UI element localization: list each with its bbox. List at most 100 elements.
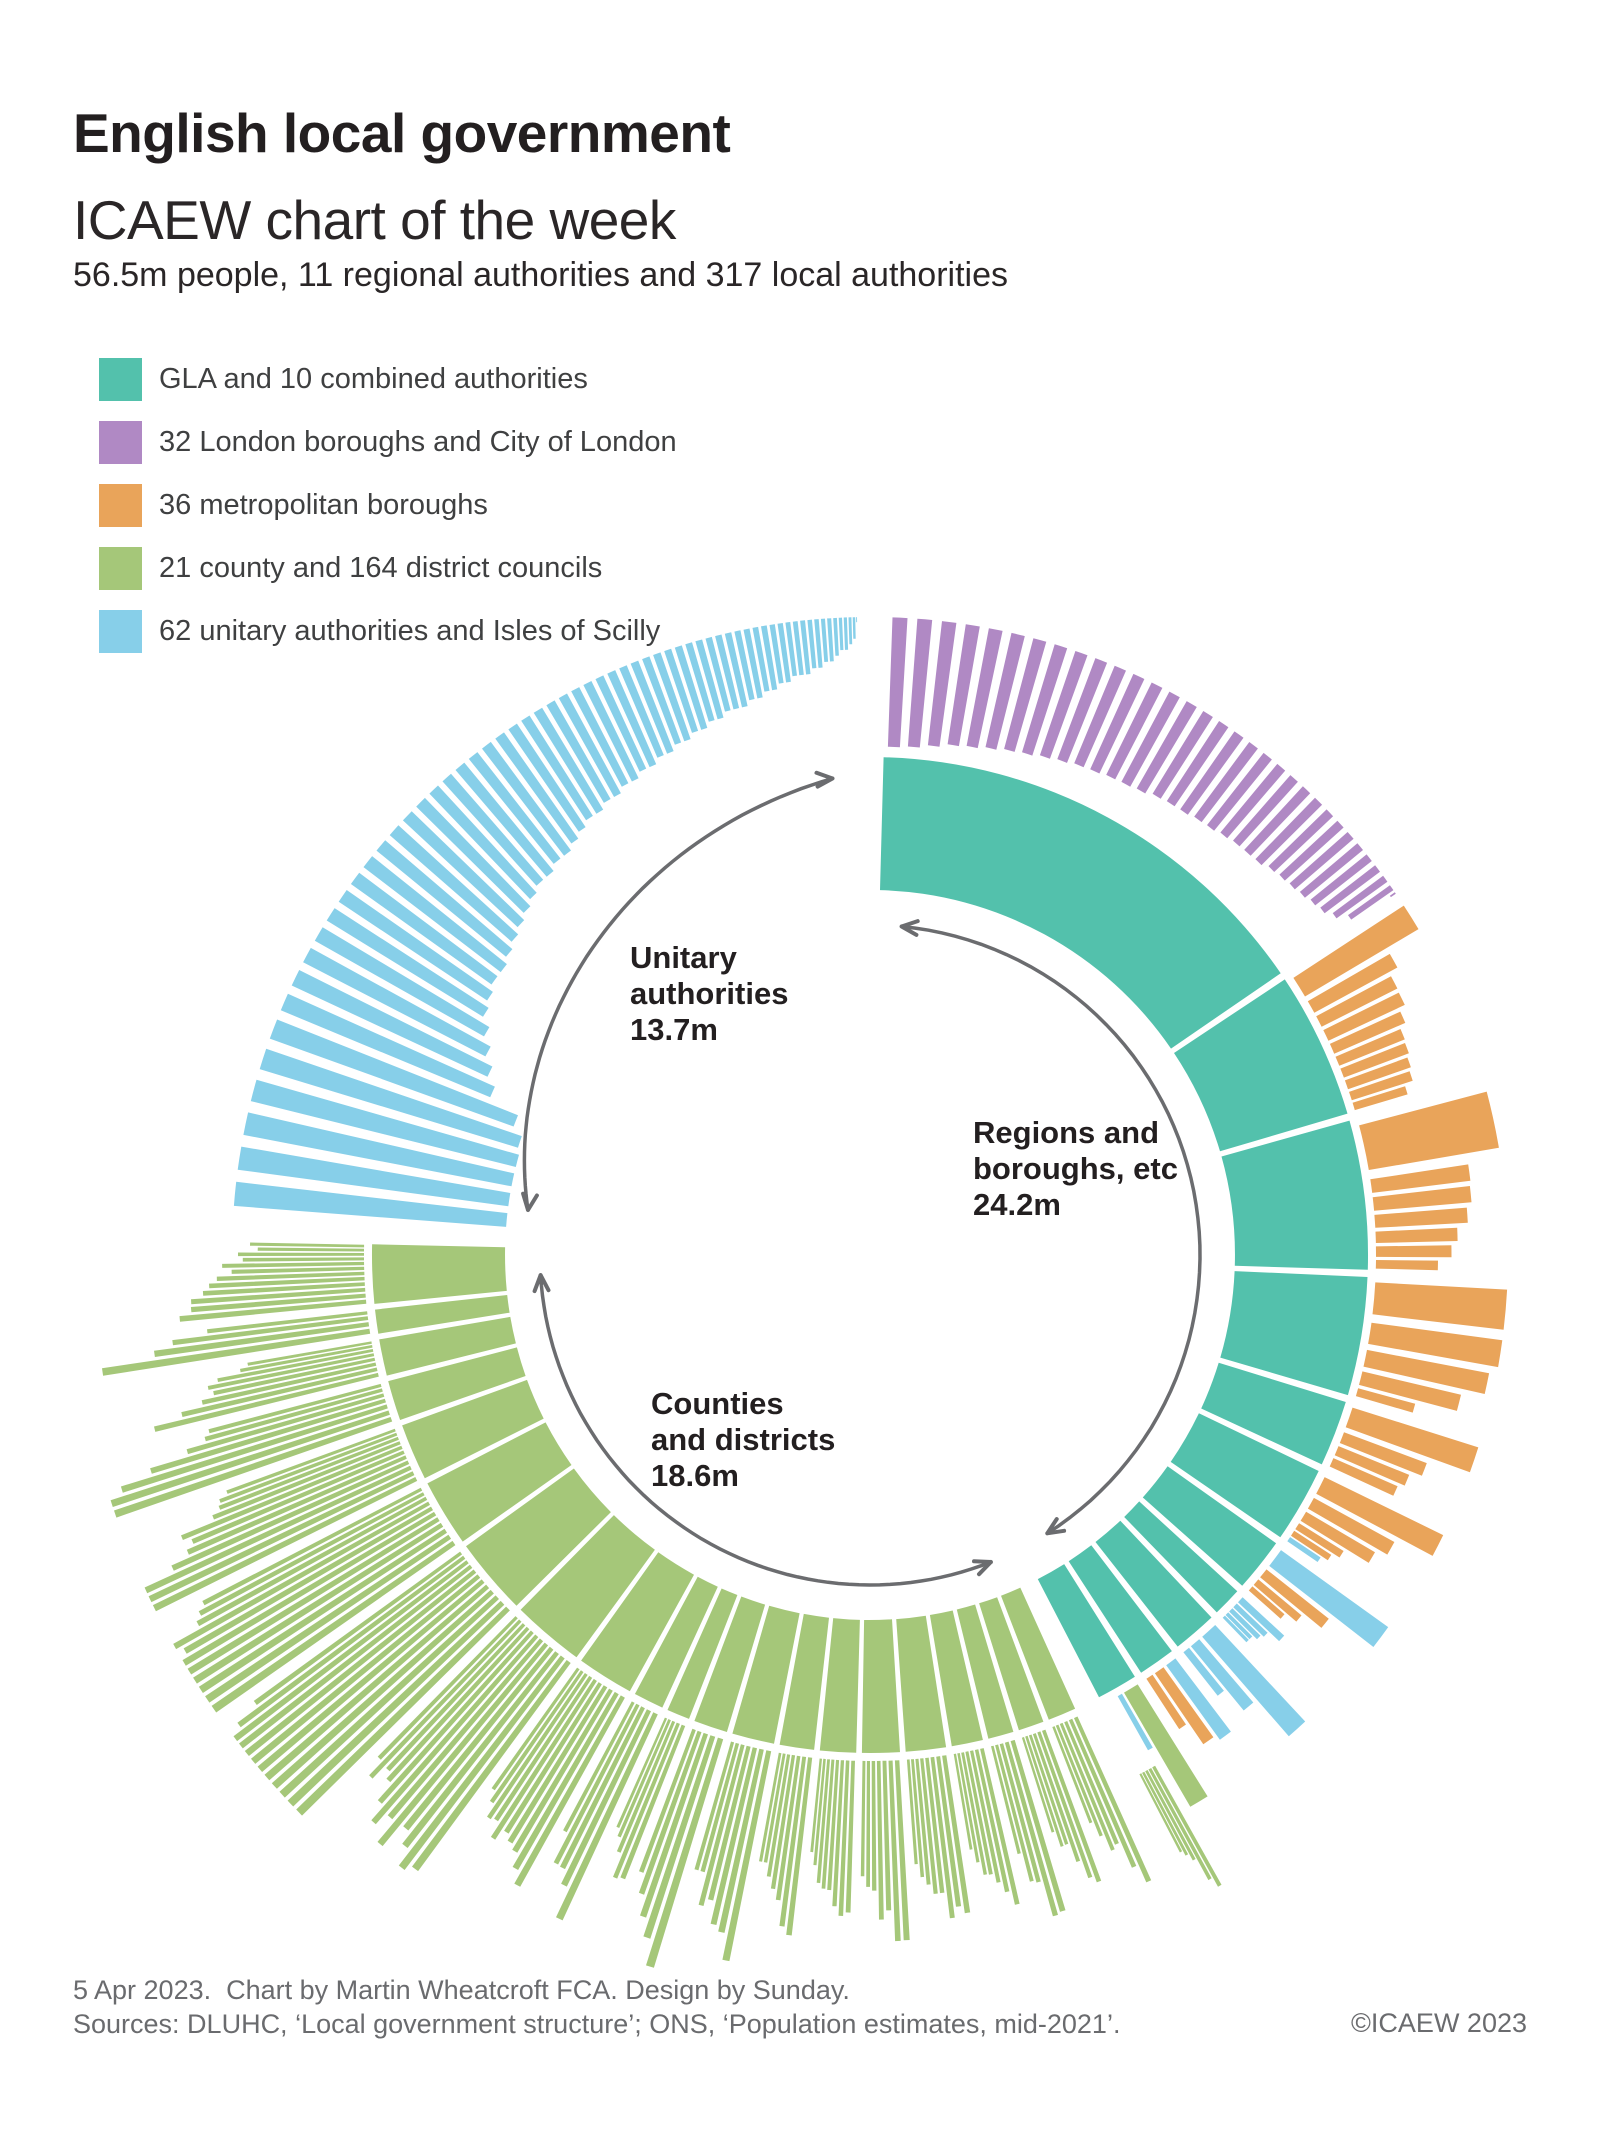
inner-ring-regional-authority: [1095, 1520, 1212, 1647]
district-council-segment: [700, 1742, 740, 1873]
district-council-segment: [271, 1589, 494, 1789]
district-council-segment: [560, 1706, 645, 1870]
district-council-segment: [386, 1626, 530, 1783]
authority-segment-orange: [1146, 1674, 1186, 1730]
unitary-authority-segment: [280, 993, 495, 1098]
legend-item-london-boroughs: 32 London boroughs and City of London: [99, 421, 677, 464]
district-council-segment: [222, 1261, 365, 1268]
authority-segment-orange: [1291, 1530, 1332, 1561]
inner-ring-county-council: [520, 1515, 655, 1658]
district-council-segment: [489, 1670, 584, 1804]
unitary-authority-segment: [769, 624, 784, 684]
authority-segment-purple: [1090, 673, 1145, 774]
page-title-line2: ICAEW chart of the week: [73, 188, 676, 251]
district-council-segment: [827, 1759, 840, 1891]
authority-segment-purple: [1332, 875, 1388, 919]
inner-ring-county-council: [402, 1379, 544, 1479]
district-council-segment: [999, 1743, 1041, 1883]
district-council-segment: [173, 1501, 430, 1650]
district-council-segment: [387, 1638, 544, 1820]
footer-sources: Sources: DLUHC, ‘Local government struct…: [73, 2009, 1121, 2039]
legend-label: 62 unitary authorities and Isles of Scil…: [159, 615, 661, 647]
unitary-authority-segment: [521, 715, 593, 821]
district-council-segment: [556, 1712, 658, 1921]
unitary-authority-segment: [705, 636, 731, 712]
inner-ring-regional-authority: [1142, 1466, 1277, 1586]
authority-segment-purple: [1194, 742, 1258, 823]
unitary-authority-segment: [583, 681, 639, 782]
inner-ring-regional-authority: [1124, 1501, 1238, 1613]
authority-segment-orange: [1307, 1497, 1395, 1555]
district-council-segment: [970, 1750, 1001, 1883]
authority-segment-blue: [1117, 1693, 1153, 1751]
unitary-authority-segment: [389, 825, 519, 942]
legend-label: 21 county and 164 district councils: [159, 552, 603, 584]
district-council-segment: [1010, 1739, 1066, 1912]
unitary-authority-segment: [814, 619, 823, 668]
district-council-segment: [813, 1758, 826, 1866]
authority-segment-purple: [947, 624, 980, 747]
unitary-authority-segment: [303, 947, 491, 1057]
unitary-authority-segment: [777, 623, 791, 683]
district-council-segment: [639, 1728, 696, 1873]
authority-segment-spur: [1152, 1765, 1222, 1887]
unitary-authority-segment: [856, 617, 858, 623]
authority-segment-purple: [1106, 682, 1163, 780]
arc-arrowhead-icon: [521, 1191, 539, 1212]
unitary-authority-segment: [743, 628, 763, 699]
inner-ring-county-council: [379, 1316, 516, 1376]
authority-segment-spur: [1145, 1770, 1196, 1861]
unitary-authority-segment: [838, 617, 844, 651]
district-council-segment: [974, 1749, 1010, 1893]
district-council-segment: [181, 1367, 378, 1417]
district-council-segment: [296, 1606, 510, 1816]
district-council-segment: [763, 1753, 786, 1863]
unitary-authority-segment: [852, 617, 856, 639]
unitary-authority-segment: [468, 752, 561, 864]
district-council-segment: [832, 1760, 845, 1907]
district-council-segment: [218, 1436, 399, 1510]
district-council-segment: [617, 1719, 671, 1838]
district-council-segment: [613, 1722, 680, 1879]
district-council-segment: [494, 1675, 593, 1822]
district-council-segment: [240, 1345, 373, 1373]
district-council-segment: [694, 1741, 735, 1871]
district-council-segment: [646, 1737, 724, 1968]
district-council-segment: [779, 1756, 807, 1927]
district-council-segment: [377, 1616, 518, 1760]
district-council-segment: [114, 1417, 393, 1518]
district-council-segment: [1032, 1733, 1081, 1862]
district-council-segment: [512, 1688, 613, 1853]
authority-segment-purple: [1180, 731, 1244, 815]
inner-ring-county-council: [371, 1244, 507, 1304]
authority-segment-purple: [1039, 651, 1088, 759]
district-council-segment: [279, 1595, 499, 1798]
district-council-segment: [957, 1753, 980, 1863]
district-council-segment: [187, 1517, 440, 1675]
authority-segment-orange: [1248, 1586, 1285, 1619]
district-council-segment: [186, 1393, 385, 1455]
district-council-segment: [371, 1634, 539, 1825]
sector-label-line: and districts: [651, 1422, 836, 1457]
district-council-segment: [219, 1432, 398, 1503]
district-council-segment: [181, 1445, 403, 1540]
authority-segment-orange: [1349, 1071, 1413, 1101]
arc-arrowhead-icon: [1045, 1517, 1067, 1536]
legend-item-unitary-authorities: 62 unitary authorities and Isles of Scil…: [99, 610, 677, 653]
arc-arrowhead-icon: [899, 919, 920, 937]
district-council-segment: [1052, 1726, 1093, 1824]
authority-segment-blue: [1229, 1608, 1261, 1640]
authority-segment-orange: [1375, 1245, 1452, 1258]
authority-segment-purple: [1268, 809, 1334, 872]
inner-ring-county-council: [375, 1295, 510, 1334]
district-council-segment: [193, 1522, 444, 1684]
district-council-segment: [110, 1410, 390, 1507]
authority-segment-orange: [1260, 1569, 1329, 1628]
arc-arrowhead-icon: [972, 1559, 993, 1577]
authority-segment-purple: [1279, 820, 1344, 881]
unitary-authority-segment: [314, 927, 490, 1037]
blue-swatch-icon: [99, 610, 142, 653]
unitary-authority-segment: [259, 1048, 522, 1148]
inner-ring-county-council: [694, 1596, 766, 1732]
authority-segment-orange: [1368, 1322, 1503, 1368]
